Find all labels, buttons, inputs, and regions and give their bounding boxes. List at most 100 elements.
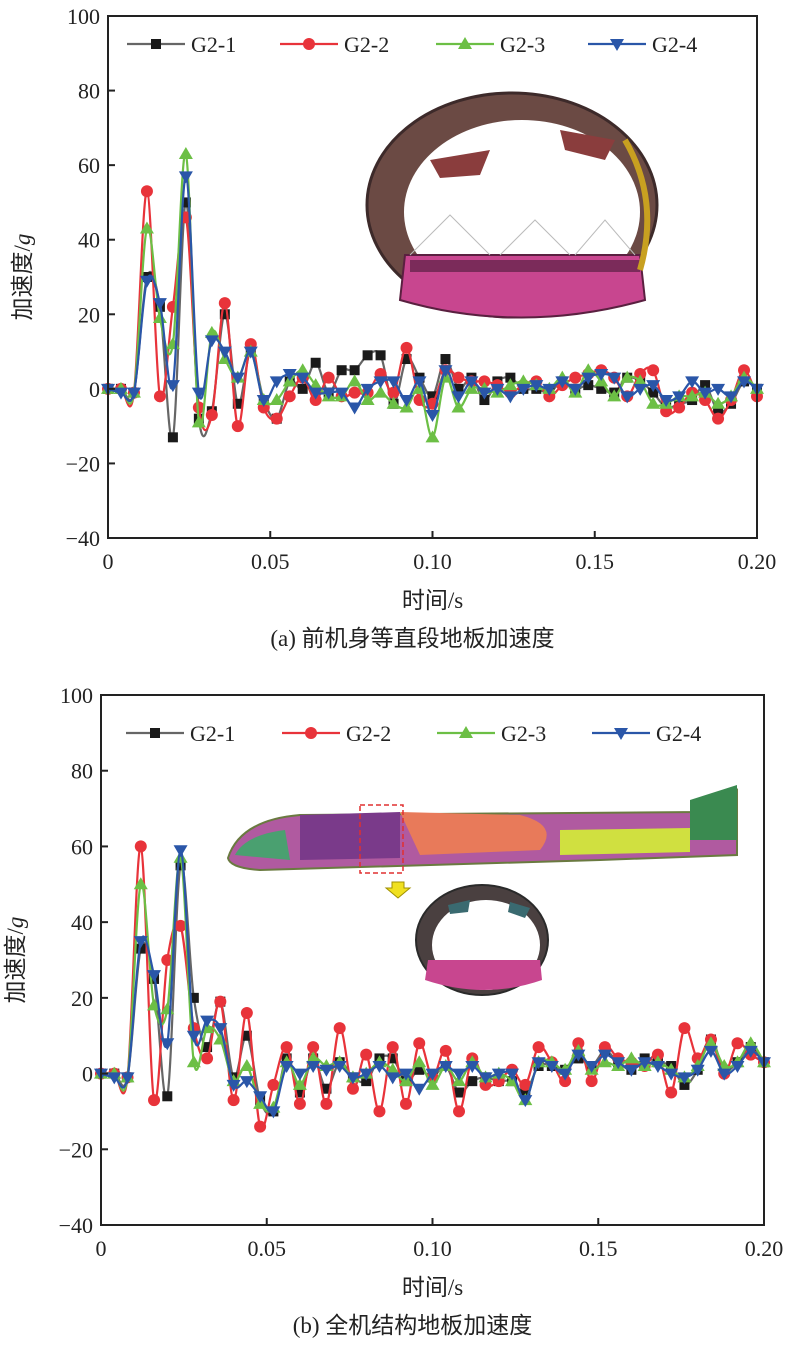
data-point-G2-3	[743, 1036, 758, 1049]
data-point-G2-2	[413, 1037, 426, 1050]
data-point-G2-4	[711, 383, 726, 396]
data-point-G2-2	[348, 386, 361, 399]
data-point-G2-1	[505, 372, 516, 383]
data-point-G2-4	[743, 1045, 758, 1058]
data-point-G2-4	[518, 1095, 533, 1108]
data-point-G2-4	[334, 387, 349, 400]
data-point-G2-1	[440, 354, 451, 365]
data-point-G2-4	[672, 391, 687, 404]
data-point-G2-3	[239, 1059, 254, 1071]
data-point-G2-2	[647, 364, 660, 377]
data-point-G2-4	[438, 1061, 453, 1073]
data-point-G2-3	[292, 1077, 307, 1090]
data-point-G2-4	[398, 1068, 413, 1081]
data-point-G2-4	[412, 376, 427, 389]
data-point-G2-3	[425, 430, 440, 443]
data-point-G2-2	[651, 1048, 664, 1061]
data-point-G2-2	[399, 1097, 412, 1110]
y-tick-label: 100	[60, 683, 93, 708]
legend-item-G2-1: G2-1	[126, 721, 235, 746]
data-point-G2-2	[665, 1086, 678, 1099]
y-tick-label: 40	[78, 228, 100, 253]
data-point-G2-4	[359, 1068, 374, 1081]
data-point-G2-4	[477, 387, 492, 400]
data-point-G2-2	[712, 412, 725, 425]
x-tick-label: 0.20	[745, 1236, 784, 1261]
data-point-G2-4	[730, 1061, 745, 1073]
data-point-G2-2	[231, 420, 244, 433]
data-point-G2-1	[713, 406, 724, 417]
data-point-G2-4	[584, 1061, 599, 1073]
data-point-G2-4	[594, 368, 609, 381]
data-point-G2-2	[569, 371, 582, 384]
data-point-G2-3	[360, 393, 375, 406]
data-point-G2-3	[451, 400, 466, 413]
legend-item-G2-4: G2-4	[592, 721, 701, 746]
data-point-G2-2	[452, 371, 465, 384]
data-point-G2-4	[607, 372, 622, 385]
legend-marker	[151, 39, 161, 49]
data-point-G2-4	[516, 383, 531, 396]
data-point-G2-3	[607, 389, 622, 402]
data-point-G2-4	[213, 1023, 228, 1036]
data-point-G2-2	[322, 371, 335, 384]
data-point-G2-4	[160, 1038, 175, 1051]
data-point-G2-2	[439, 1044, 452, 1057]
legend-label: G2-4	[656, 721, 701, 746]
data-point-G2-3	[386, 396, 401, 409]
data-point-G2-4	[295, 372, 310, 385]
data-point-G2-2	[678, 1022, 691, 1035]
data-point-G2-2	[254, 1120, 267, 1133]
data-point-G2-3	[581, 363, 596, 376]
data-point-G2-4	[542, 383, 557, 396]
data-point-G2-3	[269, 393, 284, 406]
data-point-G2-1	[361, 1076, 372, 1087]
data-point-G2-3	[186, 1055, 201, 1068]
data-point-G2-4	[425, 1068, 440, 1081]
data-point-G2-4	[677, 1072, 692, 1085]
x-axis-label: 时间/s	[402, 1275, 463, 1300]
y-axis-label-unit: g	[3, 917, 28, 929]
x-tick-label: 0	[103, 549, 114, 574]
data-point-G2-1	[583, 380, 594, 391]
y-axis-label-text: 加速度/	[3, 927, 28, 1003]
data-point-G2-4	[620, 391, 635, 404]
data-point-G2-4	[360, 383, 375, 396]
y-tick-label: 0	[82, 1062, 93, 1087]
data-point-G2-4	[385, 1072, 400, 1085]
data-point-G2-4	[113, 387, 128, 400]
data-point-G2-4	[292, 1068, 307, 1081]
data-point-G2-2	[532, 1041, 545, 1054]
data-point-G2-4	[529, 380, 544, 393]
data-point-G2-3	[306, 1051, 321, 1064]
data-point-G2-2	[214, 995, 227, 1008]
y-tick-label: 80	[71, 759, 93, 784]
data-point-G2-2	[572, 1037, 585, 1050]
data-point-G2-2	[309, 394, 322, 407]
data-point-G2-4	[279, 1061, 294, 1073]
data-point-G2-1	[175, 860, 186, 871]
data-point-G2-1	[135, 943, 146, 954]
data-point-G2-1	[188, 992, 199, 1003]
data-point-G2-4	[558, 1068, 573, 1081]
data-point-G2-3	[191, 415, 206, 428]
legend-item-G2-2: G2-2	[282, 721, 391, 746]
legend: G2-1 G2-2 G2-3 G2-4	[126, 721, 701, 746]
data-point-G2-1	[310, 357, 321, 368]
data-point-G2-4	[165, 380, 180, 393]
data-point-G2-4	[126, 387, 141, 400]
data-point-G2-2	[673, 401, 686, 414]
data-point-G2-4	[269, 376, 284, 389]
data-point-G2-1	[520, 1087, 531, 1098]
data-point-G2-4	[646, 380, 661, 393]
y-tick-label: −40	[66, 526, 100, 551]
data-point-G2-1	[453, 383, 464, 394]
y-tick-label: 20	[71, 986, 93, 1011]
data-point-G2-1	[202, 1042, 213, 1053]
data-point-G2-1	[387, 1053, 398, 1064]
data-point-G2-4	[191, 387, 206, 400]
data-point-G2-1	[454, 1087, 465, 1098]
data-point-G2-2	[293, 1097, 306, 1110]
data-point-G2-2	[731, 1037, 744, 1050]
data-point-G2-1	[321, 1083, 332, 1094]
